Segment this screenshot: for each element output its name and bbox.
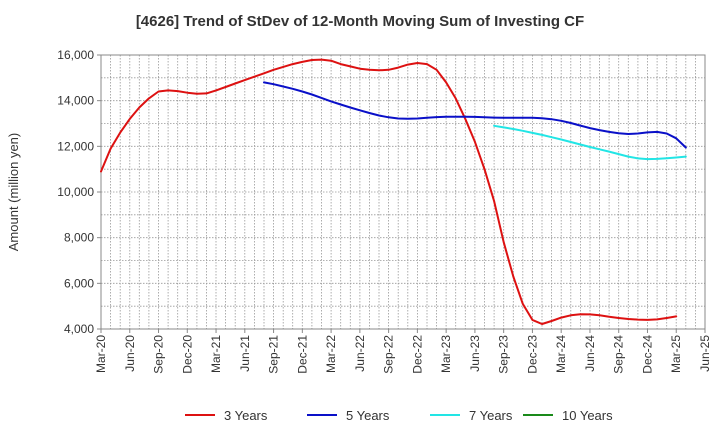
legend-label: 3 Years [224, 408, 268, 423]
y-tick-label: 10,000 [57, 185, 94, 199]
chart-title: [4626] Trend of StDev of 12-Month Moving… [136, 13, 584, 30]
x-tick-label: Sep-23 [497, 335, 511, 374]
x-tick-label: Dec-20 [180, 335, 194, 374]
grid [101, 55, 705, 329]
x-tick-label: Sep-21 [267, 335, 281, 374]
x-tick-label: Mar-21 [209, 335, 223, 373]
x-tick-label: Jun-24 [583, 335, 597, 372]
y-tick-label: 16,000 [57, 48, 94, 62]
x-tick-label: Mar-24 [554, 335, 568, 373]
legend: 3 Years 5 Years 7 Years 10 Years [185, 408, 613, 423]
legend-label: 5 Years [346, 408, 390, 423]
x-axis-ticks: Mar-20 Jun-20 Sep-20 Dec-20 Mar-21 Jun-21 Sep-… [94, 329, 712, 374]
legend-label: 10 Years [562, 408, 613, 423]
x-tick-label: Jun-20 [123, 335, 137, 372]
x-tick-label: Dec-21 [295, 335, 309, 374]
y-axis-label: Amount (million yen) [6, 133, 21, 252]
legend-label: 7 Years [469, 408, 513, 423]
x-tick-label: Jun-21 [238, 335, 252, 372]
x-tick-label: Dec-23 [525, 335, 539, 374]
x-tick-label: Jun-25 [698, 335, 712, 372]
x-tick-label: Dec-22 [410, 335, 424, 374]
x-tick-label: Jun-22 [353, 335, 367, 372]
x-tick-label: Sep-24 [612, 335, 626, 374]
y-tick-label: 14,000 [57, 94, 94, 108]
y-axis-ticks: 4,000 6,000 8,000 10,000 12,000 14,000 16,000 [57, 48, 101, 336]
x-tick-label: Mar-23 [439, 335, 453, 373]
x-tick-label: Sep-22 [382, 335, 396, 374]
series-line-5-years [263, 81, 687, 149]
series-line-7-years [493, 124, 687, 161]
x-tick-label: Sep-20 [152, 335, 166, 374]
x-tick-label: Dec-24 [640, 335, 654, 374]
y-tick-label: 6,000 [64, 276, 94, 290]
x-tick-label: Mar-22 [324, 335, 338, 373]
y-tick-label: 4,000 [64, 322, 94, 336]
x-tick-label: Jun-23 [468, 335, 482, 372]
y-tick-label: 8,000 [64, 231, 94, 245]
x-tick-label: Mar-25 [669, 335, 683, 373]
series-lines [100, 58, 687, 325]
series-line-3-years [100, 58, 678, 325]
y-tick-label: 12,000 [57, 139, 94, 153]
x-tick-label: Mar-20 [94, 335, 108, 373]
